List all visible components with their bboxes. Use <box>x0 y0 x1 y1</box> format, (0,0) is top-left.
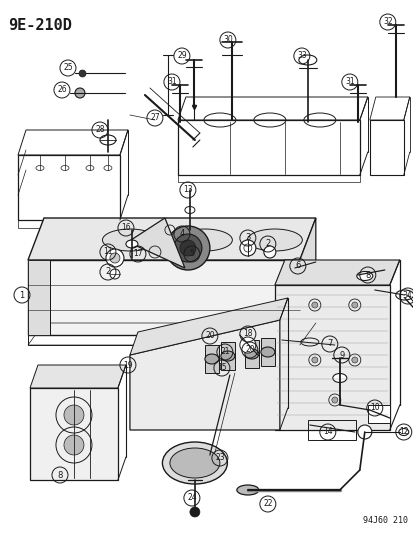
Text: 20: 20 <box>244 345 254 354</box>
Text: 24: 24 <box>187 494 196 503</box>
Ellipse shape <box>247 229 301 251</box>
Circle shape <box>173 234 202 262</box>
Circle shape <box>64 405 84 425</box>
Text: 4: 4 <box>179 230 184 238</box>
Text: 11: 11 <box>103 247 112 256</box>
Circle shape <box>180 240 195 256</box>
Text: 25: 25 <box>63 63 73 72</box>
Polygon shape <box>28 218 315 260</box>
Text: 10: 10 <box>369 403 379 413</box>
Polygon shape <box>274 285 389 430</box>
Circle shape <box>239 337 255 353</box>
Ellipse shape <box>395 290 413 300</box>
Ellipse shape <box>356 271 372 280</box>
Text: 28: 28 <box>95 125 104 134</box>
Text: 23: 23 <box>214 454 224 463</box>
Circle shape <box>351 357 357 363</box>
Polygon shape <box>130 320 279 430</box>
Text: 8: 8 <box>57 471 62 480</box>
Text: 9: 9 <box>338 351 344 359</box>
Text: 29: 29 <box>177 52 186 61</box>
Text: 31: 31 <box>344 77 354 86</box>
Text: 18: 18 <box>242 329 252 338</box>
Ellipse shape <box>100 135 116 145</box>
Ellipse shape <box>102 229 157 251</box>
Text: 13: 13 <box>183 185 192 195</box>
Ellipse shape <box>162 442 227 484</box>
Text: 15: 15 <box>216 364 226 373</box>
Polygon shape <box>204 345 218 373</box>
Text: 26: 26 <box>57 85 66 94</box>
Polygon shape <box>244 340 258 368</box>
Text: 19: 19 <box>123 360 133 369</box>
Polygon shape <box>128 218 185 268</box>
Circle shape <box>106 249 123 267</box>
Circle shape <box>110 269 120 279</box>
Ellipse shape <box>204 354 218 364</box>
Text: 5: 5 <box>189 249 194 259</box>
Polygon shape <box>221 342 234 370</box>
Text: 20: 20 <box>204 332 214 341</box>
Circle shape <box>357 425 371 439</box>
Circle shape <box>190 507 199 517</box>
Text: 14: 14 <box>322 427 332 437</box>
Polygon shape <box>30 365 126 388</box>
Text: 2: 2 <box>265 239 270 248</box>
Circle shape <box>263 246 275 258</box>
Text: 17: 17 <box>133 249 142 259</box>
Text: 9E-210D: 9E-210D <box>8 18 72 33</box>
Ellipse shape <box>332 374 346 383</box>
Text: 94J60 210: 94J60 210 <box>362 516 407 525</box>
Polygon shape <box>30 388 118 480</box>
Text: 32: 32 <box>382 18 392 27</box>
Circle shape <box>311 357 317 363</box>
Text: 33: 33 <box>296 52 306 61</box>
Text: 22: 22 <box>263 499 272 508</box>
Ellipse shape <box>221 351 234 361</box>
FancyBboxPatch shape <box>367 405 389 423</box>
Text: 1: 1 <box>19 290 24 300</box>
Ellipse shape <box>177 229 232 251</box>
Text: 31: 31 <box>167 77 176 86</box>
Circle shape <box>110 253 120 263</box>
Ellipse shape <box>169 448 219 478</box>
Text: 6: 6 <box>294 262 300 271</box>
Text: 8: 8 <box>364 271 370 279</box>
Polygon shape <box>130 298 287 355</box>
Ellipse shape <box>185 206 195 214</box>
Circle shape <box>331 397 337 403</box>
Text: 21: 21 <box>220 348 229 357</box>
Text: 27: 27 <box>150 114 159 123</box>
Text: 34: 34 <box>402 292 412 301</box>
Polygon shape <box>274 260 399 285</box>
Circle shape <box>166 226 209 270</box>
Polygon shape <box>28 260 299 335</box>
Text: 2: 2 <box>105 268 110 277</box>
Ellipse shape <box>236 485 258 495</box>
Polygon shape <box>28 260 50 335</box>
Circle shape <box>292 263 302 273</box>
Text: 30: 30 <box>223 36 232 44</box>
Circle shape <box>351 302 357 308</box>
Ellipse shape <box>398 429 408 435</box>
Text: 7: 7 <box>326 340 332 349</box>
Polygon shape <box>260 338 274 366</box>
Text: 12: 12 <box>398 427 408 437</box>
Text: 16: 16 <box>121 223 131 232</box>
Circle shape <box>75 88 85 98</box>
Text: 3: 3 <box>244 233 250 243</box>
Ellipse shape <box>244 349 258 359</box>
Circle shape <box>239 240 255 256</box>
Polygon shape <box>299 218 315 335</box>
Ellipse shape <box>260 347 274 357</box>
Ellipse shape <box>126 240 138 248</box>
Circle shape <box>311 302 317 308</box>
Circle shape <box>64 435 84 455</box>
